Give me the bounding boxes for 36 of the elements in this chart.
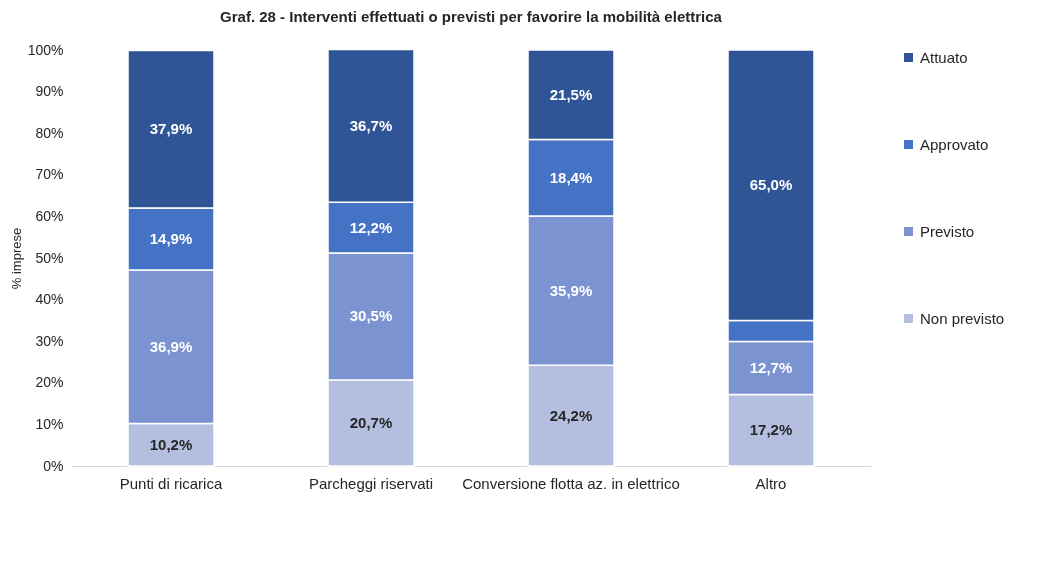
data-label: 30,5% xyxy=(349,307,393,325)
data-label: 65,0% xyxy=(749,176,793,194)
data-label: 37,9% xyxy=(149,120,193,138)
y-tick-label: 70% xyxy=(35,166,64,183)
data-label: 21,5% xyxy=(549,85,593,103)
y-tick-label: 10% xyxy=(35,415,64,432)
legend-label: Previsto xyxy=(920,222,975,240)
y-tick-label: 100% xyxy=(27,41,64,58)
y-axis-title: % imprese xyxy=(8,227,24,290)
y-tick-label: 50% xyxy=(35,249,64,266)
data-label: 36,9% xyxy=(149,337,193,355)
y-tick-label: 40% xyxy=(35,291,64,308)
y-tick-label: 20% xyxy=(35,374,64,391)
x-tick-label: Conversione flotta az. in elettrico xyxy=(462,474,680,492)
data-label: 10,2% xyxy=(149,435,193,453)
data-label: 12,2% xyxy=(349,218,393,236)
y-tick-label: 90% xyxy=(35,83,64,100)
y-tick-label: 60% xyxy=(35,207,64,224)
data-label: 20,7% xyxy=(349,413,393,431)
chart-title: Graf. 28 - Interventi effettuati o previsti per favorire la mobilità elettrica xyxy=(220,8,723,25)
x-tick-label: Parcheggi riservati xyxy=(308,474,434,492)
data-label: 12,7% xyxy=(749,359,793,377)
data-label: 17,2% xyxy=(749,421,793,439)
x-tick-label: Altro xyxy=(755,474,787,492)
data-label: 35,9% xyxy=(549,281,593,299)
y-tick-label: 80% xyxy=(35,124,64,141)
data-label: 14,9% xyxy=(149,230,193,248)
legend-label: Approvato xyxy=(920,135,989,153)
data-label: 36,7% xyxy=(349,116,393,134)
legend-label: Attuato xyxy=(920,48,968,66)
data-label: 24,2% xyxy=(549,406,593,424)
data-label: 18,4% xyxy=(549,168,593,186)
y-tick-label: 30% xyxy=(35,332,64,349)
x-tick-label: Punti di ricarica xyxy=(119,474,223,492)
y-tick-label: 0% xyxy=(43,457,64,474)
legend-label: Non previsto xyxy=(920,309,1005,327)
